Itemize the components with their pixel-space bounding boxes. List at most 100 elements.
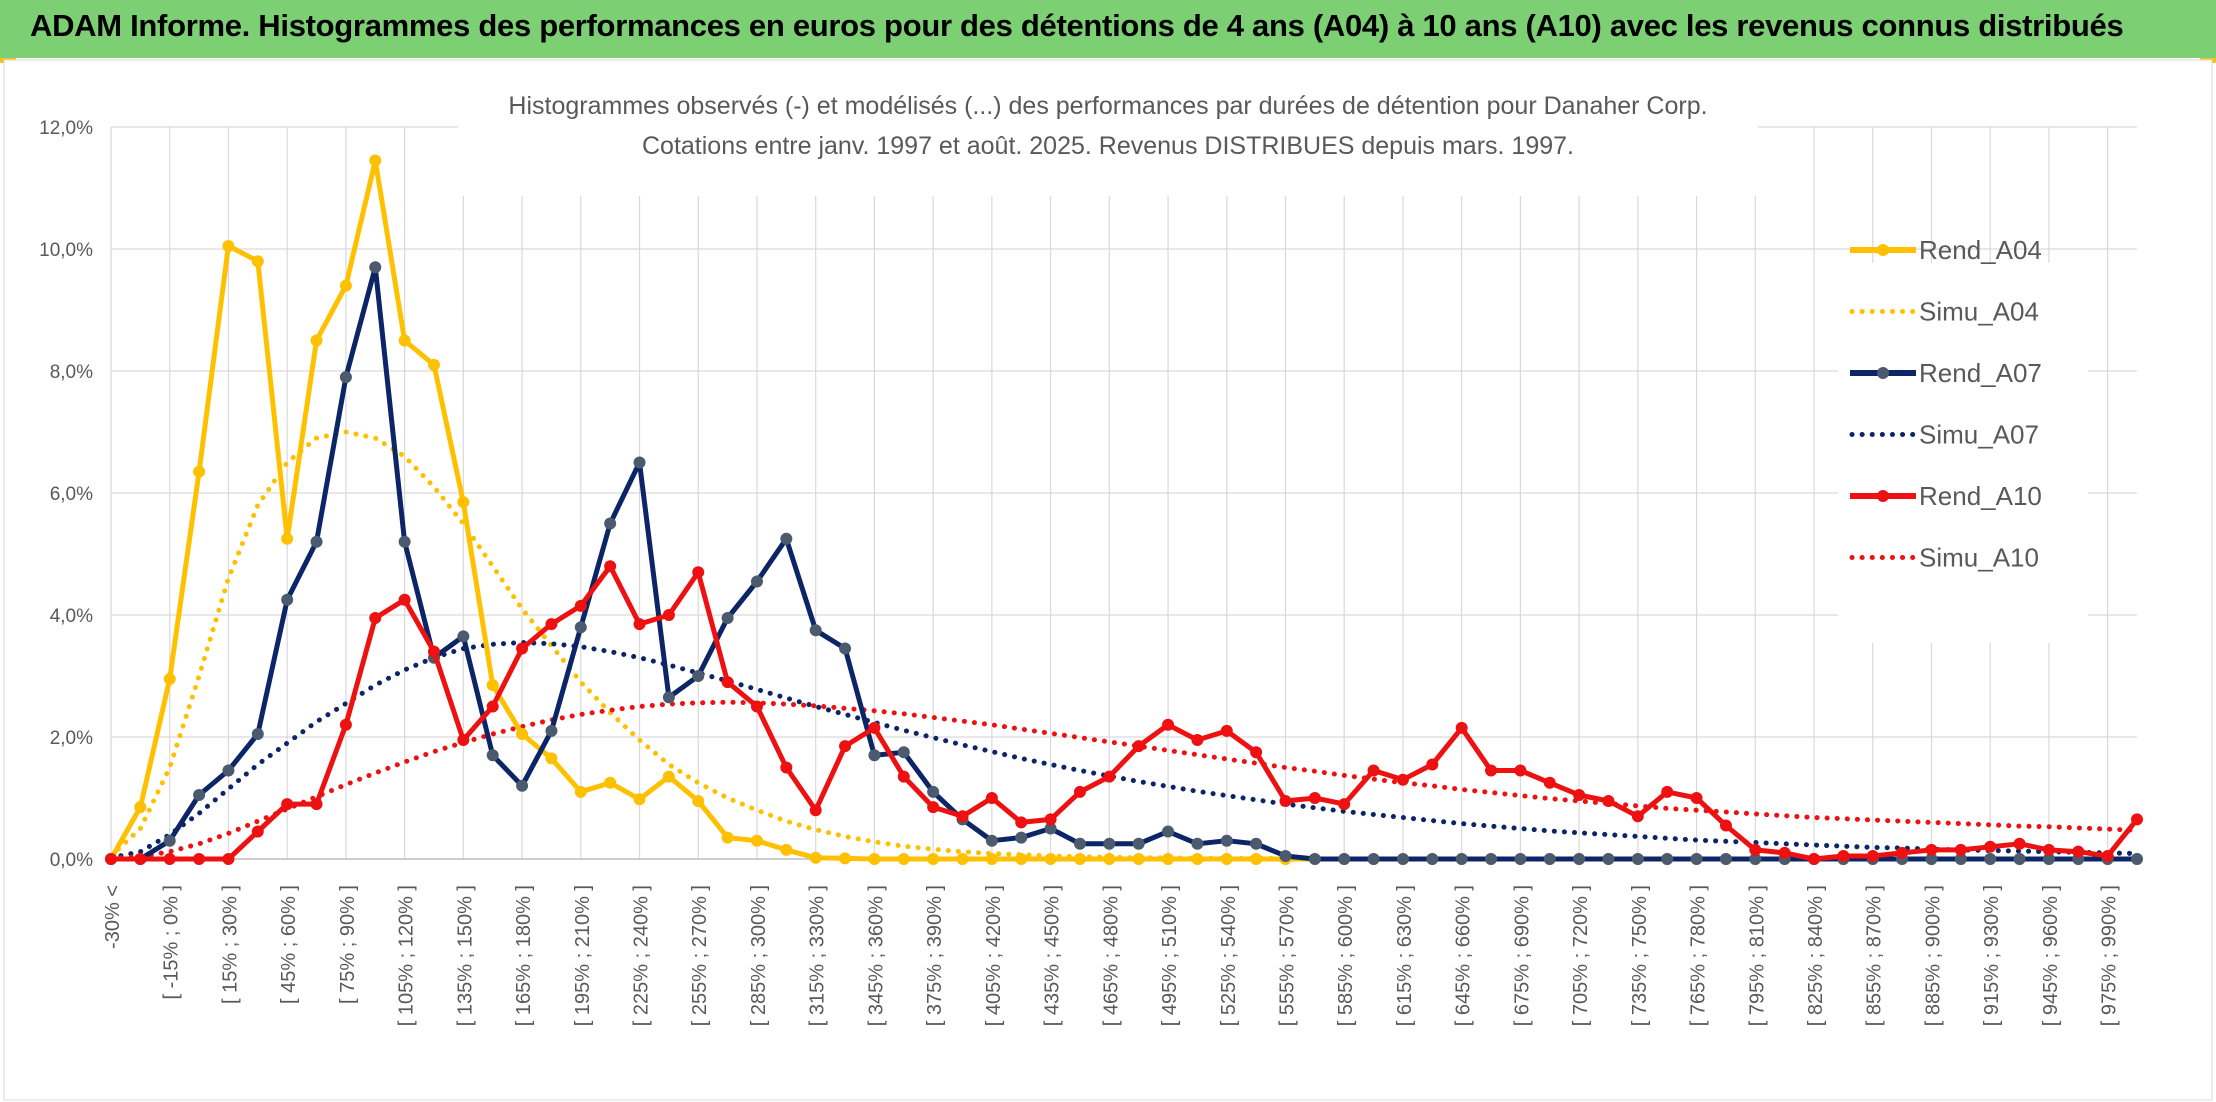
legend-item-Rend_A04: Rend_A04: [1850, 235, 2042, 265]
data-point-Rend_A10: [1808, 853, 1821, 865]
data-point-Rend_A07: [1485, 853, 1498, 865]
data-point-Rend_A04: [604, 776, 617, 789]
data-point-Rend_A10: [956, 810, 969, 823]
x-tick-label: [ 255% ; 270% ]: [689, 885, 711, 1026]
x-tick-label: [ 495% ; 510% ]: [1159, 885, 1181, 1026]
series-line-Simu_A04: [108, 429, 2140, 862]
chart-legend: Rend_A04 Simu_A04 Rend_A07 Simu_A07 Rend_A10…: [1838, 235, 2088, 643]
data-point-Rend_A04: [956, 853, 969, 865]
data-point-Rend_A07: [1573, 853, 1586, 865]
series-layer: [105, 154, 2143, 865]
x-tick-label: [ 915% ; 930% ]: [1981, 885, 2003, 1026]
data-point-Rend_A10: [457, 734, 470, 747]
data-point-Rend_A04: [369, 154, 382, 167]
data-point-Rend_A10: [1661, 785, 1674, 798]
data-point-Rend_A10: [251, 825, 264, 838]
legend-background: [1838, 263, 2088, 643]
data-point-Rend_A10: [427, 645, 440, 658]
data-point-Rend_A10: [721, 676, 734, 689]
data-point-Rend_A07: [809, 624, 822, 637]
chart-title: Histogrammes observés (-) et modélisés (…: [508, 92, 1707, 120]
data-point-Rend_A10: [2072, 845, 2085, 858]
data-point-Rend_A10: [662, 609, 675, 621]
data-point-Rend_A10: [1954, 843, 1967, 856]
data-point-Rend_A04: [281, 532, 294, 545]
data-point-Rend_A04: [692, 795, 705, 808]
data-point-Rend_A10: [105, 853, 117, 865]
data-point-Rend_A04: [251, 255, 264, 268]
data-point-Rend_A04: [222, 239, 235, 252]
data-point-Rend_A04: [897, 853, 910, 865]
x-tick-label: [ 795% ; 810% ]: [1746, 885, 1768, 1026]
data-point-Rend_A10: [1455, 721, 1468, 734]
data-point-Rend_A10: [1837, 849, 1850, 862]
legend-marker: [1877, 490, 1889, 502]
legend-item-Simu_A07: Simu_A07: [1849, 420, 2039, 450]
data-point-Rend_A10: [897, 770, 910, 783]
data-point-Rend_A10: [1426, 758, 1439, 771]
x-tick-label: [ 285% ; 300% ]: [748, 885, 770, 1026]
data-point-Rend_A10: [369, 612, 382, 625]
x-tick-label: [ 465% ; 480% ]: [1100, 885, 1122, 1026]
data-point-Rend_A07: [1132, 837, 1145, 850]
x-tick-label: [ 555% ; 570% ]: [1276, 885, 1298, 1026]
data-point-Rend_A07: [750, 575, 763, 588]
banner-title: ADAM Informe. Histogrammes des performan…: [30, 8, 2124, 43]
data-point-Rend_A07: [339, 371, 352, 384]
data-point-Rend_A04: [310, 334, 323, 347]
data-point-Rend_A10: [574, 599, 587, 612]
data-point-Rend_A10: [1044, 813, 1057, 826]
legend-label: Rend_A04: [1919, 235, 2042, 265]
data-point-Rend_A07: [516, 779, 529, 792]
data-point-Rend_A04: [574, 785, 587, 798]
data-point-Rend_A04: [1250, 853, 1263, 865]
data-point-Rend_A04: [721, 831, 734, 844]
data-point-Rend_A07: [1396, 853, 1409, 865]
data-point-Rend_A10: [516, 642, 529, 655]
data-point-Rend_A07: [927, 785, 940, 798]
legend-item-Rend_A07: Rend_A07: [1850, 358, 2042, 388]
data-point-Rend_A04: [1191, 853, 1204, 865]
data-point-Rend_A10: [927, 801, 940, 814]
data-point-Rend_A07: [868, 749, 881, 762]
data-point-Rend_A10: [1543, 776, 1556, 789]
data-point-Rend_A07: [1455, 853, 1468, 865]
data-point-Rend_A07: [1631, 853, 1644, 865]
legend-label: Rend_A07: [1919, 358, 2042, 388]
data-point-Rend_A10: [1866, 849, 1879, 862]
data-point-Rend_A07: [985, 834, 998, 847]
x-axis: -30% < [ -15% ; 0% ] [ 15% ; 30% ] [ 45% ; …: [102, 885, 2121, 1026]
x-tick-label: [ 735% ; 750% ]: [1629, 885, 1651, 1026]
data-point-Rend_A04: [545, 752, 558, 765]
data-point-Rend_A10: [1103, 770, 1116, 783]
data-point-Rend_A07: [310, 535, 323, 548]
y-tick-label: 12,0%: [39, 118, 93, 139]
data-point-Rend_A04: [809, 851, 822, 864]
data-point-Rend_A07: [163, 834, 176, 847]
data-point-Rend_A04: [163, 673, 176, 686]
data-point-Rend_A10: [545, 618, 558, 631]
y-tick-label: 0,0%: [50, 850, 93, 871]
data-point-Rend_A10: [692, 566, 705, 579]
data-point-Rend_A10: [1749, 843, 1762, 856]
data-point-Rend_A07: [2013, 853, 2026, 865]
y-tick-label: 2,0%: [50, 728, 93, 749]
x-tick-label: [ 525% ; 540% ]: [1218, 885, 1240, 1026]
data-point-Rend_A10: [1514, 764, 1527, 777]
data-point-Rend_A07: [1426, 853, 1439, 865]
data-point-Rend_A07: [1015, 831, 1028, 844]
series-line-Simu_A07: [108, 639, 2140, 861]
data-point-Rend_A07: [281, 593, 294, 606]
legend-label: Simu_A10: [1919, 543, 2039, 573]
x-tick-label: [ 195% ; 210% ]: [572, 885, 594, 1026]
data-point-Rend_A10: [193, 853, 206, 865]
data-point-Rend_A10: [1073, 785, 1086, 798]
data-point-Rend_A10: [310, 798, 323, 811]
legend-marker: [1877, 367, 1889, 379]
legend-label: Simu_A04: [1919, 297, 2039, 327]
data-point-Rend_A10: [1925, 843, 1938, 856]
data-point-Rend_A10: [2013, 837, 2026, 850]
header-banner: ADAM Informe. Histogrammes des performan…: [0, 0, 2216, 58]
data-point-Rend_A10: [2131, 813, 2143, 826]
data-point-Rend_A07: [633, 456, 646, 469]
